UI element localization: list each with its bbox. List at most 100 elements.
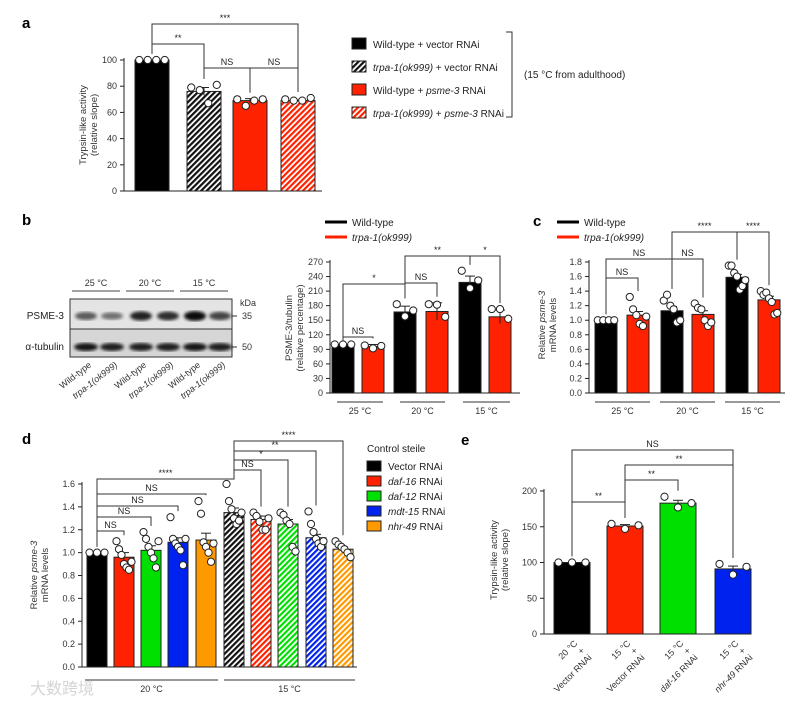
label-part: psme-3 [443,109,478,120]
y-axis-label: (relative slope) [89,94,100,156]
significance-bracket [151,23,299,92]
legend-swatch [351,60,367,73]
significance-bracket [571,501,626,557]
significance-label: NS [352,326,365,336]
significance-label: ** [271,440,279,450]
legend-label: Wild-type [352,218,394,229]
data-point [117,550,126,560]
data-point [176,546,185,555]
blot-band [183,343,207,351]
y-tick-label: 1.8 [569,257,582,267]
data-point [234,516,244,525]
significance-label: NS [241,459,254,469]
chart-c: 0.0 0.2 0.4 0.6 0.8 1.0 1.2 1.4 1.6 1.8 Relative p… [537,221,785,416]
label-part: RNAi [417,522,443,533]
significance-bracket [233,469,262,507]
data-point [212,80,221,89]
blot-band [101,312,123,320]
significance-label: NS [145,483,158,493]
legend-label: trpa-1(ok999) + vector RNAi [373,63,498,74]
y-tick-label: 30 [313,373,323,383]
bar [167,541,189,668]
label-part: RNAi [676,652,700,676]
significance-label: NS [646,439,659,449]
blot-band [74,343,98,351]
data-point [135,55,144,65]
data-point [638,321,648,331]
watermark: 大数跨境 [30,679,94,698]
data-point [181,534,190,544]
significance-label: * [259,449,263,459]
data-point [112,537,121,546]
chart-d: 0.0 0.2 0.4 0.6 0.8 1.0 1.2 1.4 1.6 Relative psme… [29,430,357,694]
label-part: RNAi [459,86,485,97]
bar [223,512,245,668]
label-part: + vector RNAi [433,63,498,74]
bar [305,537,327,668]
label-line: + [629,645,640,656]
y-tick-label: 0 [112,186,117,196]
panel-label-e: e [461,432,469,449]
significance-label: **** [281,430,296,440]
data-point [194,497,203,506]
y-tick-label: 0.4 [62,616,75,626]
bar [134,59,170,192]
data-point [581,558,590,567]
y-tick-label: 1.2 [569,301,582,311]
group-label: 20 °C [140,684,163,694]
data-point [227,505,236,514]
legend-label: Wild-type + psme-3 RNAi [373,86,486,97]
significance-bracket [233,459,289,507]
panel-label-d: d [22,431,31,448]
label-line: daf-16 RNAi [658,652,700,694]
data-point [154,537,163,546]
blot-row-label: PSME-3 [27,311,65,322]
legend-label: trpa-1(ok999) [584,233,644,244]
bar [659,502,697,635]
data-point [687,499,696,508]
data-point [707,318,716,327]
data-point [204,548,213,557]
legend-label: trpa-1(ok999) + psme-3 RNAi [373,109,504,120]
x-tick-label: 15 °C+Vector RNAi [591,638,647,694]
significance-label: NS [415,272,428,282]
chart-b: 0 30 60 90 120 150 180 210 240 270 PSME-3/tubulin(… [284,245,520,416]
bar [332,548,354,668]
legend-a: Wild-type + vector RNAi trpa-1(ok999) + v… [351,31,625,120]
significance-label: NS [131,495,144,505]
data-point [209,539,218,548]
label-part: psme-3 [29,540,40,573]
group-label: 25 °C [349,406,372,416]
y-axis-label: Relative psme-3 [29,540,40,609]
significance-label: NS [681,248,694,258]
legend-title: Control steile [367,444,426,455]
blot-band [129,343,153,351]
data-point [330,340,339,349]
label-part: RNAi [478,109,504,120]
blot-band [75,312,97,320]
data-point [206,557,216,566]
blot-row-tubulin [69,328,233,358]
data-point [441,312,450,321]
y-tick-label: 0 [532,629,537,639]
significance-bracket [342,336,374,341]
legend-note: (15 °C from adulthood) [524,70,625,81]
panel-label-c: c [533,213,541,230]
legend-bracket [506,31,513,118]
data-point [187,83,196,92]
data-point [285,519,294,529]
panel-label-b: b [22,212,31,229]
y-tick-label: 1.2 [62,525,75,535]
data-point [100,548,109,557]
y-tick-label: 90 [313,344,323,354]
label-part: Relative [29,572,40,609]
significance-bracket [249,67,299,93]
significance-label: NS [221,57,234,67]
group-label: 15 °C [278,684,301,694]
y-tick-label: 1.6 [62,479,75,489]
data-point [368,344,378,353]
y-tick-label: 40 [107,134,117,144]
y-axis-label: (relative percentage) [295,284,306,371]
label-part: RNAi [731,652,755,676]
